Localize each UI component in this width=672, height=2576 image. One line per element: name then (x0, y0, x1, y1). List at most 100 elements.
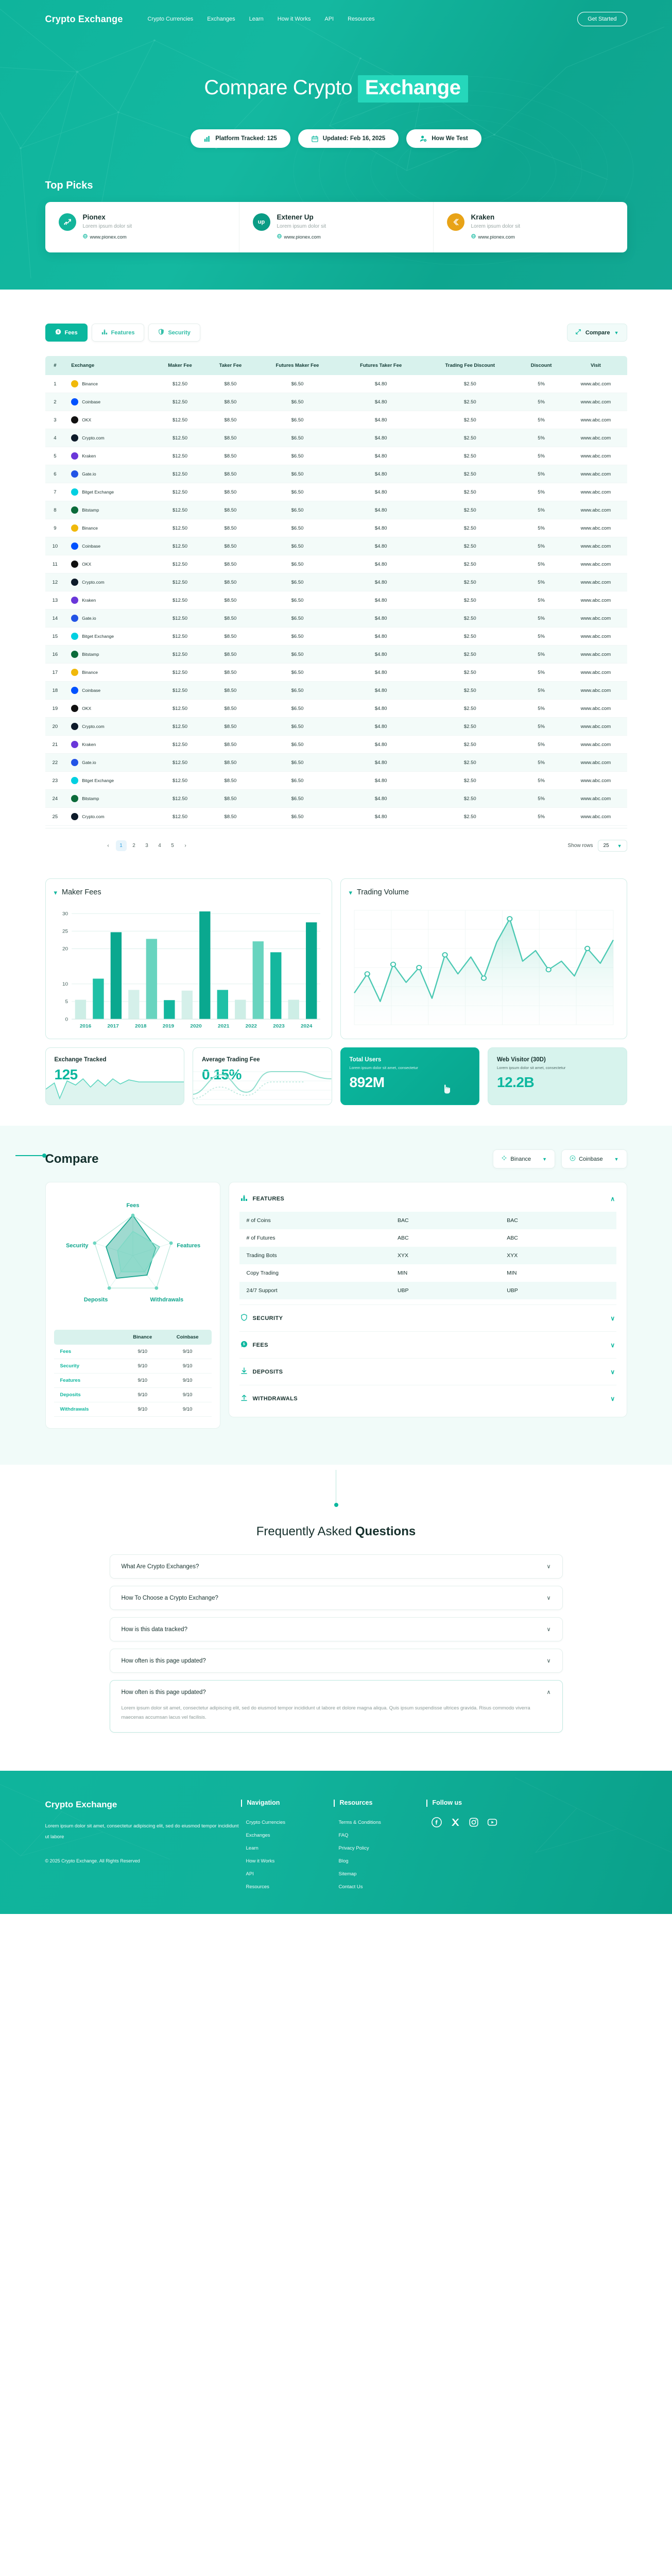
cell-visit-link[interactable]: www.abc.com (564, 591, 627, 609)
top-pick-card-extener-up[interactable]: up Extener Up Lorem ipsum dolor sit www.… (239, 202, 434, 252)
table-row[interactable]: 7 Bitget Exchange $12.50 $8.50 $6.50 $4.80 $2.… (45, 483, 627, 501)
nav-link-learn[interactable]: Learn (249, 16, 264, 22)
maker-fees-chart-header[interactable]: ▾ Maker Fees (54, 888, 323, 896)
table-row[interactable]: 15 Bitget Exchange $12.50 $8.50 $6.50 $4.80 $2… (45, 627, 627, 646)
table-row[interactable]: 20 Crypto.com $12.50 $8.50 $6.50 $4.80 $2.50 5%… (45, 717, 627, 736)
cell-visit-link[interactable]: www.abc.com (564, 393, 627, 411)
compare-select-exchange-a[interactable]: Binance ▼ (493, 1149, 556, 1168)
footer-link[interactable]: Exchanges (246, 1832, 270, 1838)
faq-item[interactable]: How often is this page updated? ∨ (109, 1649, 563, 1673)
cell-visit-link[interactable]: www.abc.com (564, 681, 627, 700)
footer-link[interactable]: Blog (338, 1858, 349, 1864)
bar[interactable] (288, 999, 299, 1020)
cell-visit-link[interactable]: www.abc.com (564, 411, 627, 429)
table-row[interactable]: 13 Kraken $12.50 $8.50 $6.50 $4.80 $2.50 5% www.… (45, 591, 627, 609)
table-row[interactable]: 17 Binance $12.50 $8.50 $6.50 $4.80 $2.50 5% www… (45, 663, 627, 682)
bar[interactable] (163, 1000, 175, 1020)
bar[interactable] (217, 990, 228, 1020)
x-twitter-icon[interactable] (450, 1817, 460, 1830)
table-row[interactable]: 24 Bitstamp $12.50 $8.50 $6.50 $4.80 $2.50 5% ww… (45, 789, 627, 808)
col-futures-maker-fee[interactable]: Futures Maker Fee (255, 356, 340, 375)
accordion-header[interactable]: WITHDRAWALS ∨ (239, 1385, 616, 1412)
chip-updated-date[interactable]: Updated: Feb 16, 2025 (298, 129, 399, 148)
accordion-header[interactable]: DEPOSITS ∨ (239, 1359, 616, 1385)
col-futures-taker-fee[interactable]: Futures Taker Fee (339, 356, 422, 375)
cell-visit-link[interactable]: www.abc.com (564, 699, 627, 718)
col-index[interactable]: # (45, 356, 65, 375)
trading-volume-chart-header[interactable]: ▾ Trading Volume (349, 888, 618, 896)
compare-dropdown[interactable]: Compare ▼ (566, 324, 627, 342)
pagination-page-5[interactable]: 5 (167, 840, 178, 851)
footer-link[interactable]: Learn (246, 1845, 259, 1851)
top-pick-url[interactable]: www.pionex.com (277, 234, 326, 240)
chip-platform-tracked[interactable]: Platform Tracked: 125 (191, 129, 290, 148)
bar[interactable] (146, 939, 157, 1020)
data-point[interactable] (584, 945, 590, 952)
brand-logo[interactable]: Crypto Exchange (45, 13, 123, 24)
top-pick-card-kraken[interactable]: Kraken Lorem ipsum dolor sit www.pionex.… (434, 202, 627, 252)
faq-item[interactable]: How To Choose a Crypto Exchange? ∨ (109, 1586, 563, 1610)
pagination-next[interactable]: › (180, 840, 191, 851)
cell-visit-link[interactable]: www.abc.com (564, 501, 627, 519)
col-taker-fee[interactable]: Taker Fee (205, 356, 255, 375)
table-row[interactable]: 9 Binance $12.50 $8.50 $6.50 $4.80 $2.50 5% www.… (45, 519, 627, 537)
nav-link-resources[interactable]: Resources (348, 16, 375, 22)
cell-visit-link[interactable]: www.abc.com (564, 465, 627, 483)
top-pick-url[interactable]: www.pionex.com (471, 234, 521, 240)
pagination-prev[interactable]: ‹ (103, 840, 114, 851)
faq-question[interactable]: How To Choose a Crypto Exchange? ∨ (110, 1586, 562, 1609)
cell-visit-link[interactable]: www.abc.com (564, 447, 627, 465)
footer-link[interactable]: Contact Us (338, 1884, 363, 1890)
table-row[interactable]: 21 Kraken $12.50 $8.50 $6.50 $4.80 $2.50 5% www.… (45, 735, 627, 754)
data-point[interactable] (416, 964, 422, 971)
accordion-header[interactable]: FEATURES ∧ (239, 1185, 616, 1212)
table-row[interactable]: 19 OKX $12.50 $8.50 $6.50 $4.80 $2.50 5% www.abc… (45, 699, 627, 718)
data-point[interactable] (480, 975, 487, 981)
pagination-page-2[interactable]: 2 (129, 840, 140, 851)
faq-question[interactable]: How is this data tracked? ∨ (110, 1618, 562, 1641)
show-rows-select[interactable]: 25 ▼ (598, 840, 627, 852)
pagination-page-1[interactable]: 1 (115, 840, 127, 851)
footer-link[interactable]: Sitemap (338, 1871, 357, 1877)
cell-visit-link[interactable]: www.abc.com (564, 555, 627, 573)
cell-visit-link[interactable]: www.abc.com (564, 735, 627, 754)
instagram-icon[interactable] (469, 1817, 479, 1830)
footer-link[interactable]: Terms & Conditions (338, 1819, 381, 1825)
bar[interactable] (92, 978, 104, 1020)
data-point[interactable] (364, 971, 370, 977)
bar[interactable] (128, 990, 140, 1020)
bar[interactable] (252, 941, 264, 1020)
bar[interactable] (234, 999, 246, 1020)
facebook-icon[interactable] (431, 1817, 442, 1830)
cell-visit-link[interactable]: www.abc.com (564, 429, 627, 447)
data-point[interactable] (545, 967, 552, 973)
data-point[interactable] (441, 952, 448, 958)
cell-visit-link[interactable]: www.abc.com (564, 375, 627, 393)
nav-link-exchanges[interactable]: Exchanges (207, 16, 235, 22)
tab-security[interactable]: Security (148, 324, 200, 342)
col-discount[interactable]: Discount (518, 356, 565, 375)
table-row[interactable]: 5 Kraken $12.50 $8.50 $6.50 $4.80 $2.50 5% www.a… (45, 447, 627, 465)
table-row[interactable]: 18 Coinbase $12.50 $8.50 $6.50 $4.80 $2.50 5% ww… (45, 681, 627, 700)
bar[interactable] (75, 999, 86, 1020)
footer-link[interactable]: FAQ (338, 1832, 349, 1838)
table-row[interactable]: 14 Gate.io $12.50 $8.50 $6.50 $4.80 $2.50 5% www… (45, 609, 627, 628)
table-row[interactable]: 10 Coinbase $12.50 $8.50 $6.50 $4.80 $2.50 5% ww… (45, 537, 627, 555)
faq-item[interactable]: How often is this page updated? ∧ Lorem ip… (109, 1680, 563, 1733)
accordion-header[interactable]: $ FEES ∨ (239, 1332, 616, 1358)
table-row[interactable]: 6 Gate.io $12.50 $8.50 $6.50 $4.80 $2.50 5% www.… (45, 465, 627, 483)
get-started-button[interactable]: Get Started (577, 12, 627, 26)
nav-link-how-it-works[interactable]: How it Works (277, 16, 311, 22)
cell-visit-link[interactable]: www.abc.com (564, 717, 627, 736)
nav-link-crypto-currencies[interactable]: Crypto Currencies (147, 16, 194, 22)
footer-link[interactable]: Resources (246, 1884, 269, 1890)
data-point[interactable] (390, 961, 396, 967)
table-row[interactable]: 2 Coinbase $12.50 $8.50 $6.50 $4.80 $2.50 5% www… (45, 393, 627, 411)
col-trading-fee-discount[interactable]: Trading Fee Discount (422, 356, 518, 375)
footer-link[interactable]: Privacy Policy (338, 1845, 369, 1851)
compare-select-exchange-b[interactable]: Coinbase ▼ (561, 1149, 627, 1168)
cell-visit-link[interactable]: www.abc.com (564, 807, 627, 826)
cell-visit-link[interactable]: www.abc.com (564, 789, 627, 808)
accordion-header[interactable]: SECURITY ∨ (239, 1305, 616, 1331)
table-row[interactable]: 11 OKX $12.50 $8.50 $6.50 $4.80 $2.50 5% www.abc… (45, 555, 627, 573)
